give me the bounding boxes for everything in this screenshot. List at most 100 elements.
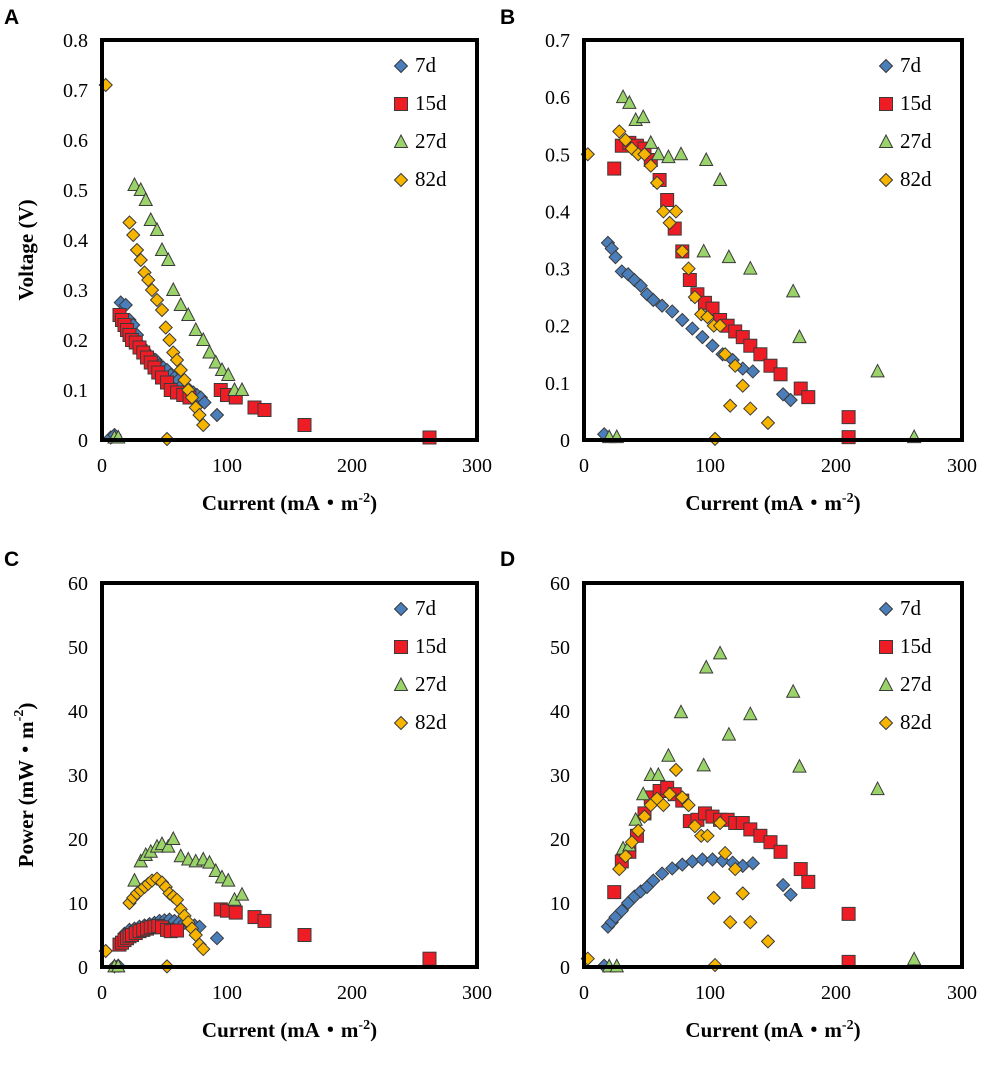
- data-point-82d: [126, 227, 141, 243]
- data-point-7d: [695, 329, 710, 345]
- x-tick-labels: 0 100 200 300: [579, 982, 977, 1004]
- data-point-27d: [214, 361, 230, 376]
- data-point-82d: [662, 215, 677, 231]
- y-tick-label: 20: [68, 829, 88, 851]
- data-point-82d: [735, 886, 750, 901]
- y-tick-label: 0.3: [545, 259, 570, 281]
- series-82d: [98, 871, 211, 974]
- x-tick-label: 200: [821, 455, 851, 477]
- y-tick-label: 10: [68, 893, 88, 915]
- panel-c: C 0 10 20 30 40 50 60 0 100 200 300 Curr…: [4, 548, 492, 1042]
- data-point-82d: [743, 401, 758, 416]
- data-point-82d: [122, 215, 137, 230]
- data-point-15d: [297, 928, 312, 942]
- data-point-27d: [870, 780, 885, 796]
- legend-label: 27d: [415, 129, 447, 153]
- legend-entry-7d: 7d: [393, 596, 437, 620]
- y-tick-label: 60: [68, 573, 88, 595]
- legend: 7d 15d 27d 82d: [878, 596, 932, 734]
- x-axis-label: Current (mA・m-2): [685, 1018, 860, 1042]
- data-point-27d: [742, 706, 758, 721]
- y-tick-label: 0.7: [63, 80, 88, 102]
- plot-frame: [582, 581, 964, 969]
- data-point-27d: [651, 146, 666, 161]
- data-point-27d: [673, 146, 689, 161]
- data-point-27d: [721, 249, 737, 264]
- data-point-82d: [141, 272, 156, 288]
- data-point-27d: [208, 862, 224, 877]
- legend-marker-27d: [393, 676, 409, 691]
- data-point-15d: [753, 347, 768, 362]
- legend: 7d 15d 27d 82d: [393, 53, 447, 191]
- series-27d: [601, 645, 922, 973]
- legend-entry-7d: 7d: [878, 596, 922, 620]
- data-point-82d: [712, 815, 728, 831]
- data-point-7d: [664, 861, 680, 876]
- x-tick-label: 200: [337, 455, 367, 477]
- data-point-27d: [721, 726, 737, 741]
- data-point-82d: [722, 914, 738, 930]
- y-tick-label: 30: [68, 765, 88, 787]
- data-point-27d: [628, 811, 643, 826]
- data-point-7d: [675, 312, 690, 328]
- data-point-82d: [675, 244, 690, 259]
- data-point-82d: [158, 320, 173, 335]
- data-point-27d: [661, 747, 676, 762]
- data-point-15d: [682, 273, 697, 287]
- data-point-27d: [220, 366, 236, 381]
- data-point-82d: [637, 147, 652, 162]
- data-point-27d: [234, 381, 250, 396]
- series-27d: [601, 89, 922, 444]
- data-point-15d: [793, 862, 808, 877]
- data-point-27d: [173, 848, 189, 863]
- legend-marker-15d: [879, 640, 893, 654]
- data-point-82d: [700, 828, 715, 844]
- data-point-82d: [656, 204, 671, 219]
- legend-label: 7d: [415, 596, 437, 620]
- data-point-7d: [654, 866, 670, 881]
- x-tick-label: 0: [579, 455, 589, 477]
- data-point-7d: [783, 392, 798, 408]
- data-point-82d: [656, 797, 671, 813]
- data-point-15d: [422, 951, 437, 966]
- y-tick-label: 0.2: [63, 330, 88, 352]
- data-point-82d: [618, 132, 633, 148]
- x-tick-labels: 0 100 200 300: [97, 982, 492, 1004]
- data-point-82d: [169, 352, 185, 368]
- data-point-82d: [675, 790, 690, 805]
- data-point-27d: [792, 758, 807, 773]
- y-tick-labels: 0 10 20 30 40 50 60: [550, 573, 570, 979]
- legend-entry-27d: 27d: [878, 129, 932, 153]
- y-axis-label: Power (mW・m-2): [12, 703, 38, 868]
- data-point-27d: [696, 243, 712, 258]
- legend-marker-27d: [393, 133, 409, 148]
- y-tick-label: 0.7: [545, 30, 570, 52]
- legend-symbol: [878, 601, 894, 617]
- data-point-27d: [635, 109, 651, 124]
- data-point-27d: [165, 281, 181, 296]
- y-tick-label: 0.2: [545, 316, 570, 338]
- legend-symbol: [394, 97, 408, 111]
- data-point-82d: [133, 252, 148, 268]
- data-point-82d: [177, 372, 192, 388]
- legend-entry-27d: 27d: [393, 129, 447, 153]
- legend-symbol: [393, 676, 409, 691]
- y-tick-label: 0.1: [63, 380, 88, 402]
- legend-marker-27d: [878, 676, 894, 691]
- data-point-27d: [195, 331, 211, 346]
- panel-label-a: A: [4, 6, 19, 29]
- data-point-15d: [607, 885, 622, 900]
- data-point-82d: [712, 318, 728, 333]
- data-point-27d: [160, 251, 176, 266]
- data-point-82d: [717, 347, 733, 362]
- x-tick-label: 100: [212, 982, 242, 1004]
- legend-entry-15d: 15d: [879, 91, 932, 115]
- data-point-82d: [681, 261, 696, 276]
- data-point-82d: [184, 390, 200, 405]
- data-point-27d: [870, 363, 885, 378]
- y-tick-label: 0.4: [63, 230, 88, 252]
- data-point-7d: [775, 877, 791, 893]
- data-point-82d: [649, 175, 665, 191]
- data-point-7d: [705, 338, 720, 353]
